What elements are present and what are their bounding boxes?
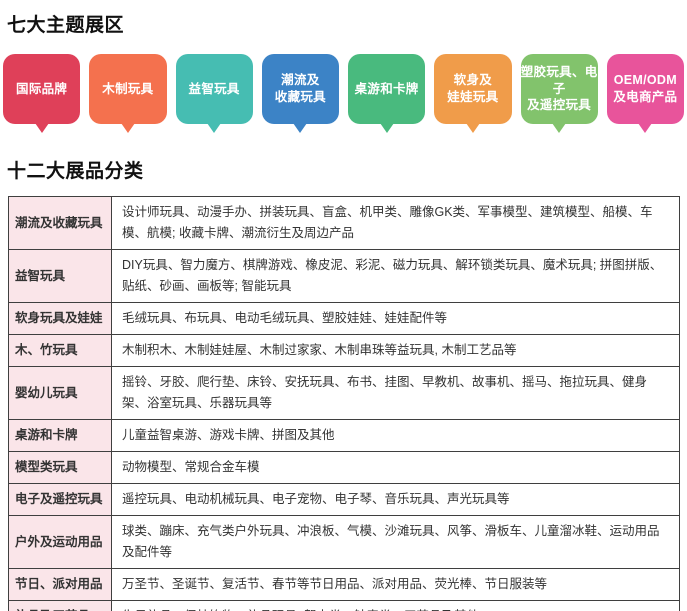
- category-items-cell: DIY玩具、智力魔方、棋牌游戏、橡皮泥、彩泥、磁力玩具、解环锁类玩具、魔术玩具;…: [111, 249, 680, 303]
- category-name-cell: 电子及遥控玩具: [8, 483, 112, 516]
- speech-bubble-tail-icon: [552, 123, 567, 133]
- speech-bubble-tail-icon: [34, 123, 49, 133]
- zone-badge-label: OEM/ODM 及电商产品: [613, 73, 678, 104]
- category-name-cell: 婴幼儿玩具: [8, 366, 112, 420]
- category-items-cell: 木制积木、木制娃娃屋、木制过家家、木制串珠等益玩具, 木制工艺品等: [111, 334, 680, 367]
- table-row: 户外及运动用品 球类、蹦床、充气类户外玩具、冲浪板、气模、沙滩玩具、风筝、滑板车…: [8, 515, 680, 569]
- category-items-cell: 万圣节、圣诞节、复活节、春节等节日用品、派对用品、荧光棒、节日服装等: [111, 568, 680, 601]
- category-items-cell: 生日礼品、佩挂饰物、礼品玩具, 贺卡类、钟表类、工艺品及其他: [111, 600, 680, 611]
- category-items-cell: 儿童益智桌游、游戏卡牌、拼图及其他: [111, 419, 680, 452]
- category-items-cell: 设计师玩具、动漫手办、拼装玩具、盲盒、机甲类、雕像GK类、军事模型、建筑模型、船…: [111, 196, 680, 250]
- speech-bubble-tail-icon: [379, 123, 394, 133]
- table-row: 木、竹玩具 木制积木、木制娃娃屋、木制过家家、木制串珠等益玩具, 木制工艺品等: [8, 334, 680, 367]
- category-items-cell: 动物模型、常规合金车模: [111, 451, 680, 484]
- table-row: 潮流及收藏玩具 设计师玩具、动漫手办、拼装玩具、盲盒、机甲类、雕像GK类、军事模…: [8, 196, 680, 250]
- category-name-cell: 礼品及工艺品: [8, 600, 112, 611]
- category-name-cell: 节日、派对用品: [8, 568, 112, 601]
- zone-badge-6: 塑胶玩具、电子 及遥控玩具: [520, 54, 598, 133]
- zone-badge-label: 木制玩具: [102, 81, 154, 96]
- zone-badge-1: 木制玩具: [89, 54, 167, 133]
- table-row: 礼品及工艺品 生日礼品、佩挂饰物、礼品玩具, 贺卡类、钟表类、工艺品及其他: [8, 600, 680, 611]
- category-name-cell: 潮流及收藏玩具: [8, 196, 112, 250]
- table-row: 电子及遥控玩具 遥控玩具、电动机械玩具、电子宠物、电子琴、音乐玩具、声光玩具等: [8, 483, 680, 516]
- category-items-cell: 遥控玩具、电动机械玩具、电子宠物、电子琴、音乐玩具、声光玩具等: [111, 483, 680, 516]
- category-items-cell: 摇铃、牙胶、爬行垫、床铃、安抚玩具、布书、挂图、早教机、故事机、摇马、拖拉玩具、…: [111, 366, 680, 420]
- category-name-cell: 木、竹玩具: [8, 334, 112, 367]
- categories-table-body: 潮流及收藏玩具 设计师玩具、动漫手办、拼装玩具、盲盒、机甲类、雕像GK类、军事模…: [8, 196, 680, 611]
- table-row: 益智玩具 DIY玩具、智力魔方、棋牌游戏、橡皮泥、彩泥、磁力玩具、解环锁类玩具、…: [8, 249, 680, 303]
- zone-badges-row: 国际品牌 木制玩具 益智玩具 潮流及 收藏玩具 桌游和卡牌 软身及 娃娃玩具 塑…: [0, 37, 687, 133]
- categories-table: 潮流及收藏玩具 设计师玩具、动漫手办、拼装玩具、盲盒、机甲类、雕像GK类、军事模…: [8, 196, 680, 611]
- table-row: 婴幼儿玩具 摇铃、牙胶、爬行垫、床铃、安抚玩具、布书、挂图、早教机、故事机、摇马…: [8, 366, 680, 420]
- category-name-cell: 桌游和卡牌: [8, 419, 112, 452]
- zone-badge-label: 国际品牌: [16, 81, 68, 96]
- zone-badge-label: 软身及 娃娃玩具: [447, 73, 499, 104]
- speech-bubble-tail-icon: [638, 123, 653, 133]
- category-name-cell: 模型类玩具: [8, 451, 112, 484]
- category-name-cell: 软身玩具及娃娃: [8, 302, 112, 335]
- speech-bubble-tail-icon: [120, 123, 135, 133]
- speech-bubble-tail-icon: [465, 123, 480, 133]
- category-items-cell: 球类、蹦床、充气类户外玩具、冲浪板、气模、沙滩玩具、风筝、滑板车、儿童溜冰鞋、运…: [111, 515, 680, 569]
- table-row: 模型类玩具 动物模型、常规合金车模: [8, 451, 680, 484]
- category-items-cell: 毛绒玩具、布玩具、电动毛绒玩具、塑胶娃娃、娃娃配件等: [111, 302, 680, 335]
- zone-badge-label: 潮流及 收藏玩具: [274, 73, 326, 104]
- table-row: 桌游和卡牌 儿童益智桌游、游戏卡牌、拼图及其他: [8, 419, 680, 452]
- zone-badge-5: 软身及 娃娃玩具: [434, 54, 512, 133]
- zone-badge-4: 桌游和卡牌: [348, 54, 426, 133]
- table-row: 软身玩具及娃娃 毛绒玩具、布玩具、电动毛绒玩具、塑胶娃娃、娃娃配件等: [8, 302, 680, 335]
- zone-badge-3: 潮流及 收藏玩具: [261, 54, 339, 133]
- category-name-cell: 户外及运动用品: [8, 515, 112, 569]
- zone-badge-2: 益智玩具: [175, 54, 253, 133]
- speech-bubble-tail-icon: [293, 123, 308, 133]
- table-row: 节日、派对用品 万圣节、圣诞节、复活节、春节等节日用品、派对用品、荧光棒、节日服…: [8, 568, 680, 601]
- zone-badge-7: OEM/ODM 及电商产品: [606, 54, 684, 133]
- zone-badge-0: 国际品牌: [3, 54, 81, 133]
- speech-bubble-tail-icon: [207, 123, 222, 133]
- zone-badge-label: 塑胶玩具、电子 及遥控玩具: [520, 64, 598, 113]
- zone-badge-label: 桌游和卡牌: [354, 81, 419, 96]
- category-name-cell: 益智玩具: [8, 249, 112, 303]
- zone-badge-label: 益智玩具: [188, 81, 240, 96]
- zones-section-title: 七大主题展区: [7, 15, 125, 36]
- categories-section-title: 十二大展品分类: [7, 161, 144, 182]
